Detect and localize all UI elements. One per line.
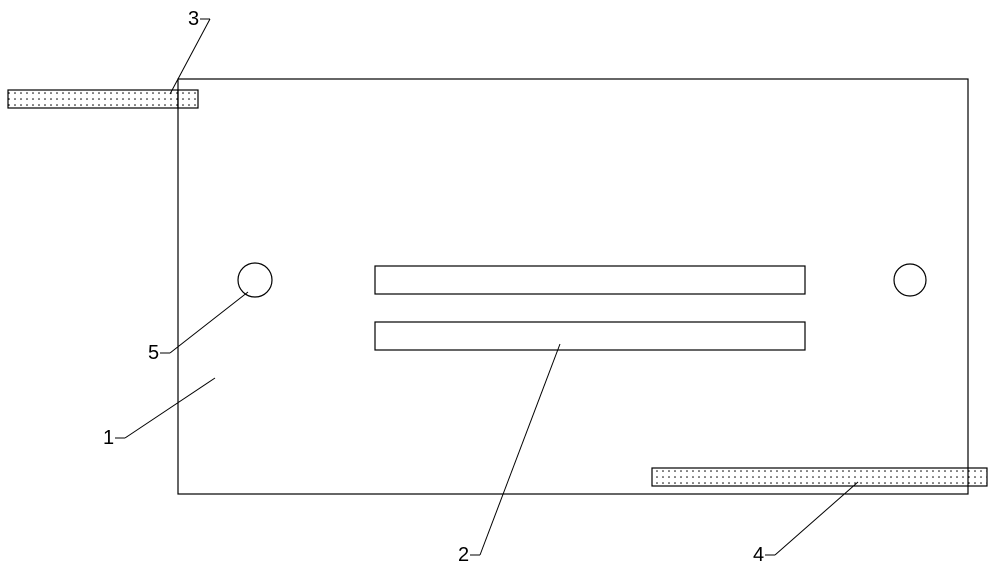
callout-label-3: 3 [188,8,199,30]
callout-label-2: 2 [458,544,469,566]
callout-label-4: 4 [753,544,764,566]
callout-label-1: 1 [103,427,114,449]
callout-label-5: 5 [148,342,159,364]
hatched-bar-bottom [652,468,987,486]
main-body [178,79,968,494]
hatched-bar-top-inner [178,90,198,108]
hatched-bar-top [8,90,198,108]
technical-diagram: 1 2 3 4 5 [0,0,1000,575]
